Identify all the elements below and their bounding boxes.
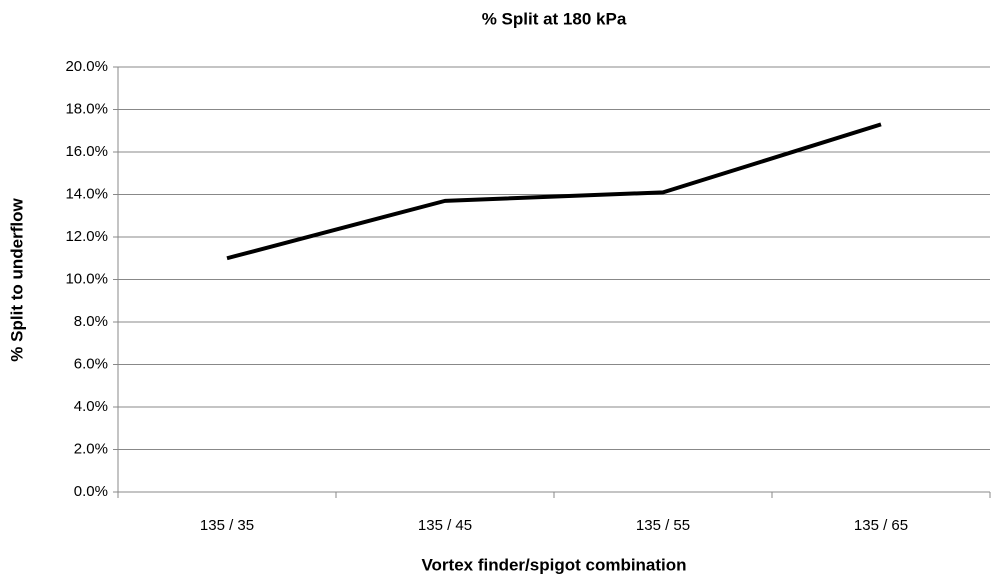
x-tick-label: 135 / 65 (854, 517, 908, 534)
chart-title: % Split at 180 kPa (482, 9, 627, 28)
y-tick-label: 12.0% (65, 228, 108, 245)
x-tick-label: 135 / 55 (636, 517, 690, 534)
x-axis-label: Vortex finder/spigot combination (421, 555, 686, 574)
y-tick-label: 10.0% (65, 270, 108, 287)
y-tick-label: 18.0% (65, 100, 108, 117)
y-tick-label: 0.0% (74, 483, 108, 500)
x-tick-label: 135 / 35 (200, 517, 254, 534)
y-tick-label: 8.0% (74, 313, 108, 330)
y-tick-label: 4.0% (74, 398, 108, 415)
data-line (226, 122, 882, 261)
y-tick-label: 20.0% (65, 58, 108, 75)
y-axis-label: % Split to underflow (7, 198, 26, 362)
y-tick-label: 14.0% (65, 185, 108, 202)
y-tick-label: 6.0% (74, 355, 108, 372)
y-tick-label: 2.0% (74, 440, 108, 457)
x-tick-label: 135 / 45 (418, 517, 472, 534)
y-tick-label: 16.0% (65, 143, 108, 160)
